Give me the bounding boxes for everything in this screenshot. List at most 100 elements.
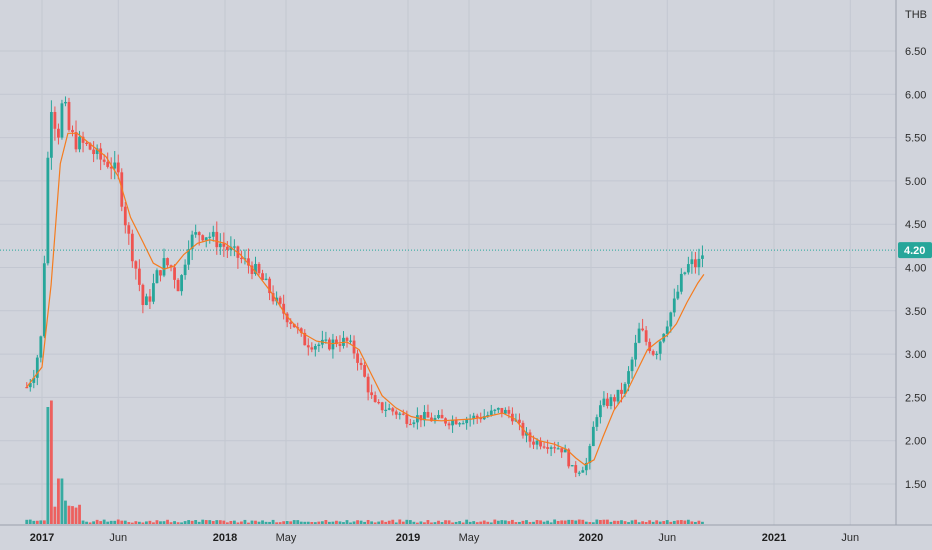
candle-body xyxy=(697,258,701,268)
volume-bar xyxy=(384,521,388,524)
candle-body xyxy=(359,362,363,366)
volume-bar xyxy=(85,521,88,524)
candle-body xyxy=(518,419,521,423)
candle-body xyxy=(549,447,553,449)
candle-body xyxy=(74,132,78,150)
price-axis[interactable] xyxy=(896,0,932,525)
candle-body xyxy=(627,371,630,384)
candle-body xyxy=(113,162,117,169)
volume-bar xyxy=(229,521,233,524)
volume-bar xyxy=(662,521,666,524)
candle-body xyxy=(194,232,198,235)
candle-body xyxy=(616,389,620,402)
volume-bars xyxy=(25,400,704,524)
candle-body xyxy=(472,415,476,419)
volume-bar xyxy=(658,521,662,524)
volume-bar xyxy=(42,520,46,524)
candle-body xyxy=(324,339,328,341)
volume-bar xyxy=(120,520,124,524)
candle-body xyxy=(232,246,236,248)
y-tick-label: 4.00 xyxy=(905,263,926,275)
volume-bar xyxy=(49,400,53,524)
candle-body xyxy=(261,273,264,280)
volume-bar xyxy=(349,522,352,524)
candle-body xyxy=(370,392,374,396)
volume-bar xyxy=(447,520,451,524)
candle-body xyxy=(500,407,504,414)
time-axis[interactable] xyxy=(0,525,932,550)
volume-bar xyxy=(430,522,433,524)
volume-bar xyxy=(215,520,219,524)
volume-bar xyxy=(398,519,402,524)
volume-bar xyxy=(222,520,226,524)
volume-bar xyxy=(169,522,173,524)
candle-body xyxy=(584,462,588,471)
volume-bar xyxy=(665,520,669,524)
volume-bar xyxy=(518,521,521,524)
candle-body xyxy=(145,296,148,306)
candle-body xyxy=(686,264,690,273)
candle-body xyxy=(634,342,637,360)
volume-bar xyxy=(489,522,493,524)
volume-bar xyxy=(324,520,328,524)
candle-body xyxy=(701,255,704,259)
candle-body xyxy=(275,297,279,302)
candle-body xyxy=(35,357,39,378)
volume-bar xyxy=(123,520,127,524)
candle-body xyxy=(655,353,659,355)
candle-body xyxy=(570,465,574,467)
candle-body xyxy=(377,402,381,404)
candle-body xyxy=(190,234,194,250)
candle-body xyxy=(247,258,250,266)
volume-bar xyxy=(225,522,229,524)
candle-body xyxy=(166,258,169,266)
volume-bar xyxy=(525,520,528,524)
volume-bar xyxy=(46,407,50,524)
candle-body xyxy=(95,148,99,155)
candle-body xyxy=(57,128,60,138)
volume-bar xyxy=(591,522,595,524)
y-tick-label: 4.50 xyxy=(905,219,926,231)
candle-body xyxy=(306,345,310,348)
volume-bar xyxy=(503,520,507,524)
y-tick-label: 5.50 xyxy=(905,133,926,145)
candle-body xyxy=(679,273,683,292)
volume-bar xyxy=(595,519,599,524)
volume-bar xyxy=(458,521,462,524)
candle-body xyxy=(173,267,176,280)
volume-bar xyxy=(560,520,564,524)
candle-body xyxy=(78,136,81,150)
candle-body xyxy=(254,263,257,275)
volume-bar xyxy=(78,504,81,524)
volume-bar xyxy=(116,519,120,524)
candle-body xyxy=(602,398,606,406)
volume-bar xyxy=(243,519,247,524)
volume-bar xyxy=(493,519,497,524)
candle-body xyxy=(528,432,532,442)
volume-bar xyxy=(676,520,680,524)
volume-bar xyxy=(679,520,683,524)
volume-bar xyxy=(247,522,250,524)
candle-body xyxy=(440,414,444,419)
volume-bar xyxy=(370,521,374,524)
candle-body xyxy=(39,336,43,358)
candle-body xyxy=(665,326,669,334)
y-tick-label: 2.00 xyxy=(905,436,926,448)
volume-bar xyxy=(641,521,645,524)
volume-bar xyxy=(183,521,187,524)
y-tick-label: 3.50 xyxy=(905,306,926,318)
candle-body xyxy=(419,415,423,421)
candle-body xyxy=(345,337,349,341)
volume-bar xyxy=(479,521,483,524)
volume-bar xyxy=(486,521,490,524)
candle-body xyxy=(109,166,113,169)
candle-body xyxy=(338,344,342,346)
volume-bar xyxy=(74,507,78,524)
volume-bar xyxy=(609,521,613,524)
candle-body xyxy=(127,225,131,234)
volume-bar xyxy=(465,519,469,524)
currency-label: THB xyxy=(905,9,927,21)
candle-body xyxy=(458,423,462,425)
